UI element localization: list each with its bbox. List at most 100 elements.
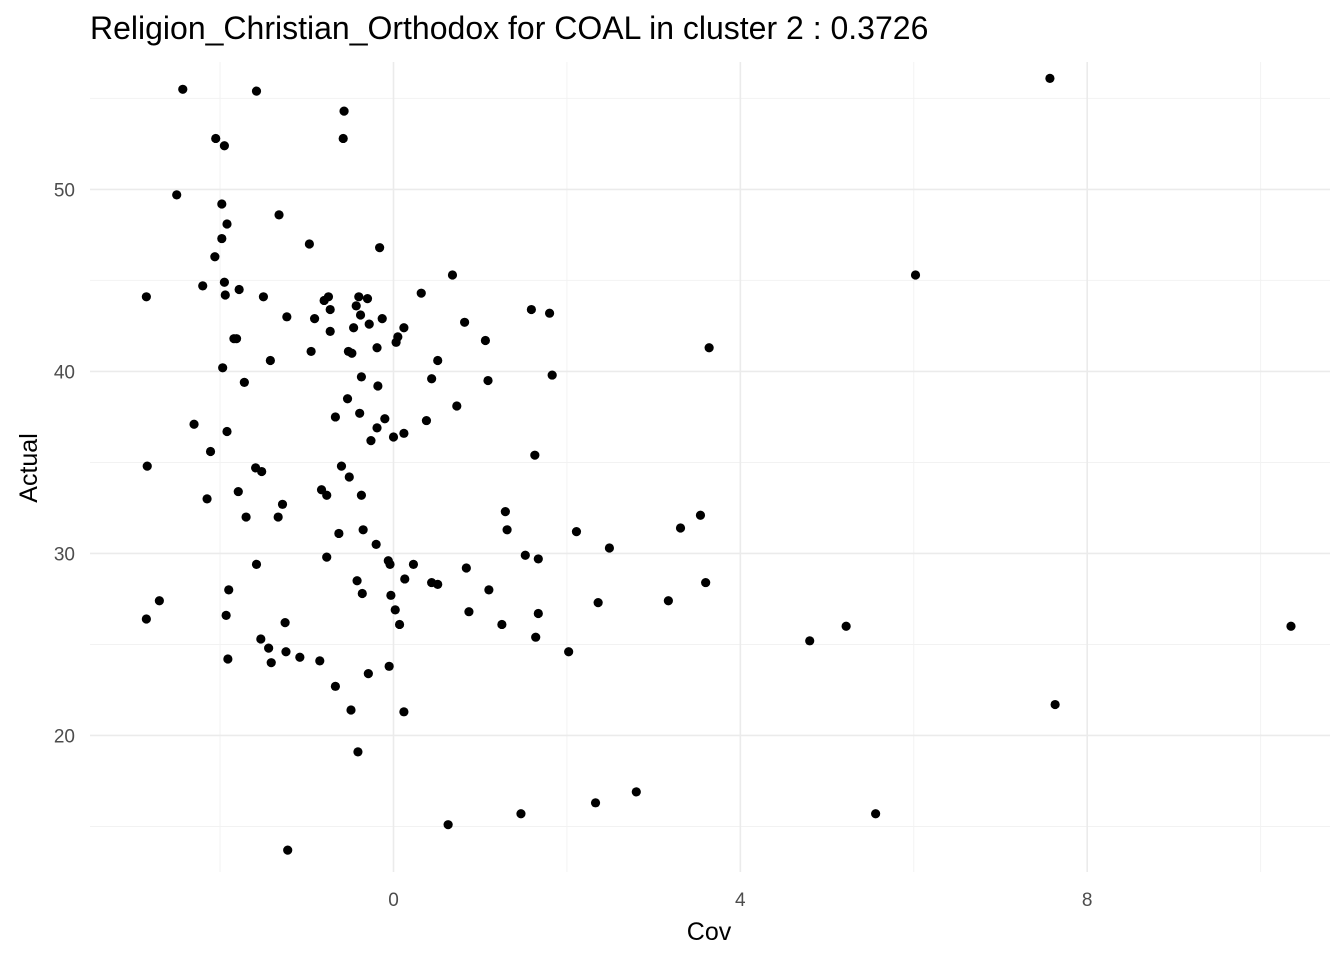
data-point <box>399 428 409 438</box>
x-tick-label: 0 <box>388 890 399 911</box>
data-point <box>280 618 290 628</box>
data-point <box>385 559 395 569</box>
data-point <box>338 133 348 144</box>
data-point <box>1286 621 1296 631</box>
data-point <box>363 668 373 679</box>
data-point <box>520 550 530 560</box>
data-point <box>282 312 292 322</box>
data-point <box>394 619 405 630</box>
data-point <box>433 355 443 366</box>
data-point <box>366 436 376 446</box>
y-tick-label: 30 <box>54 544 75 565</box>
data-point <box>219 277 230 287</box>
data-point <box>531 632 541 642</box>
data-point <box>571 527 582 537</box>
data-point <box>330 681 340 691</box>
data-point <box>222 219 232 229</box>
data-point <box>464 607 474 617</box>
data-point <box>221 610 231 620</box>
data-point <box>841 621 851 631</box>
data-point <box>352 576 362 586</box>
data-point <box>910 270 921 280</box>
data-point <box>189 419 199 429</box>
data-point <box>675 523 686 533</box>
data-point <box>258 292 269 302</box>
data-point <box>223 654 233 664</box>
minor-gridlines <box>90 62 1330 872</box>
data-point <box>234 284 244 295</box>
data-point <box>421 415 432 426</box>
data-point <box>433 579 443 590</box>
data-point <box>416 288 426 298</box>
data-point <box>306 346 316 357</box>
y-axis-ticks: 20 30 40 50 <box>54 180 75 747</box>
data-point <box>375 243 385 253</box>
data-point <box>336 461 347 471</box>
data-point <box>349 323 359 333</box>
data-point <box>384 661 394 671</box>
x-tick-label: 8 <box>1082 890 1093 911</box>
data-point <box>373 381 383 391</box>
y-tick-label: 50 <box>54 180 75 201</box>
data-point <box>330 412 340 422</box>
data-point <box>217 199 227 209</box>
data-point <box>315 656 325 666</box>
data-point <box>427 374 437 384</box>
data-point <box>322 490 332 500</box>
data-point <box>393 332 403 342</box>
data-point <box>452 401 462 411</box>
data-point <box>604 543 615 553</box>
data-point <box>273 512 283 522</box>
data-point <box>251 86 262 96</box>
data-point <box>805 636 815 646</box>
data-point <box>344 472 354 482</box>
data-point <box>701 577 711 588</box>
data-point <box>142 461 152 471</box>
data-point <box>342 394 353 404</box>
data-point <box>590 798 601 808</box>
data-point <box>274 210 284 220</box>
data-point <box>257 466 267 477</box>
data-point <box>663 596 673 606</box>
data-point <box>295 652 305 662</box>
data-point <box>357 588 367 599</box>
data-points <box>141 73 1296 855</box>
data-point <box>323 292 334 302</box>
data-point <box>483 375 493 386</box>
data-point <box>178 84 188 94</box>
y-tick-label: 20 <box>54 726 75 747</box>
data-point <box>356 490 367 500</box>
x-axis-title: Cov <box>687 918 732 946</box>
data-point <box>371 539 381 549</box>
data-point <box>372 423 382 433</box>
data-point <box>399 323 409 333</box>
data-point <box>219 141 230 151</box>
data-point <box>364 319 374 329</box>
data-point <box>304 239 314 249</box>
data-point <box>516 809 526 819</box>
major-gridlines <box>90 62 1330 872</box>
data-point <box>210 252 220 262</box>
data-point <box>322 552 332 562</box>
data-point <box>484 585 494 595</box>
data-point <box>564 647 574 657</box>
data-point <box>399 707 409 717</box>
chart-title: Religion_Christian_Orthodox for COAL in … <box>90 10 929 46</box>
data-point <box>325 326 335 336</box>
data-point <box>380 414 390 424</box>
data-point <box>351 301 361 311</box>
data-point <box>544 308 555 318</box>
y-tick-label: 40 <box>54 362 75 383</box>
x-tick-label: 4 <box>735 890 746 911</box>
data-point <box>372 343 382 353</box>
data-point <box>390 605 400 615</box>
data-point <box>239 377 249 387</box>
data-point <box>497 619 507 630</box>
data-point <box>355 310 366 320</box>
data-point <box>198 281 208 291</box>
data-point <box>266 658 276 668</box>
data-point <box>346 705 356 715</box>
data-point <box>386 590 396 600</box>
data-point <box>220 290 230 300</box>
